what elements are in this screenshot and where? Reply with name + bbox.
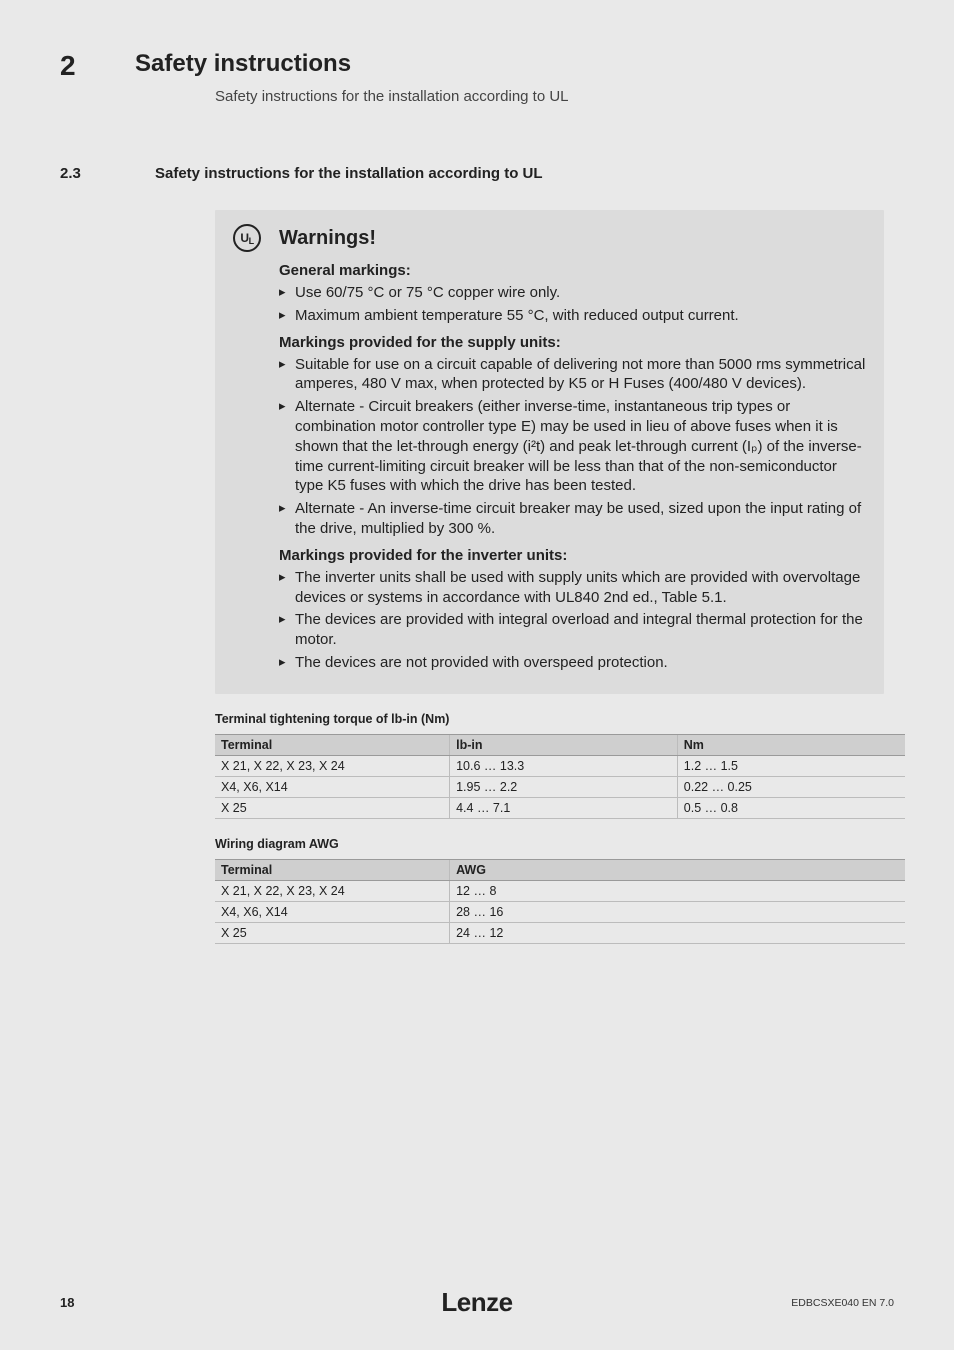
general-markings-heading: General markings: xyxy=(279,262,866,279)
list-item: The devices are provided with integral o… xyxy=(279,610,866,650)
inverter-units-heading: Markings provided for the inverter units… xyxy=(279,547,866,564)
cell: 4.4 … 7.1 xyxy=(450,797,678,818)
table-header-row: Terminal lb-in Nm xyxy=(215,734,905,755)
col-header: lb-in xyxy=(450,734,678,755)
document-id: EDBCSXE040 EN 7.0 xyxy=(791,1297,894,1309)
cell: 10.6 … 13.3 xyxy=(450,755,678,776)
supply-units-list: Suitable for use on a circuit capable of… xyxy=(279,355,866,539)
general-markings-list: Use 60/75 °C or 75 °C copper wire only. … xyxy=(279,283,866,326)
warnings-heading-row: UL Warnings! xyxy=(233,224,866,252)
list-item: The devices are not provided with oversp… xyxy=(279,653,866,673)
ul-mark-icon: UL xyxy=(233,224,261,252)
chapter-number: 2 xyxy=(60,50,80,82)
table-row: X 21, X 22, X 23, X 24 10.6 … 13.3 1.2 …… xyxy=(215,755,905,776)
cell: 0.22 … 0.25 xyxy=(677,776,905,797)
section-title: Safety instructions for the installation… xyxy=(155,165,543,182)
cell: X4, X6, X14 xyxy=(215,776,450,797)
col-header: AWG xyxy=(450,859,905,880)
list-item: Maximum ambient temperature 55 °C, with … xyxy=(279,306,866,326)
cell: X 25 xyxy=(215,797,450,818)
table-header-row: Terminal AWG xyxy=(215,859,905,880)
section-header: 2.3 Safety instructions for the installa… xyxy=(60,165,894,182)
warnings-box: UL Warnings! General markings: Use 60/75… xyxy=(215,210,884,694)
section-number: 2.3 xyxy=(60,165,95,182)
cell: 0.5 … 0.8 xyxy=(677,797,905,818)
list-item: Suitable for use on a circuit capable of… xyxy=(279,355,866,395)
list-item: Alternate - Circuit breakers (either inv… xyxy=(279,397,866,496)
warnings-title: Warnings! xyxy=(279,227,376,250)
table-row: X 21, X 22, X 23, X 24 12 … 8 xyxy=(215,880,905,901)
supply-units-heading: Markings provided for the supply units: xyxy=(279,334,866,351)
chapter-title: Safety instructions xyxy=(135,50,351,78)
page-footer: 18 Lenze EDBCSXE040 EN 7.0 xyxy=(60,1295,894,1310)
cell: X 21, X 22, X 23, X 24 xyxy=(215,880,450,901)
table-row: X 25 24 … 12 xyxy=(215,922,905,943)
col-header: Terminal xyxy=(215,859,450,880)
inverter-units-list: The inverter units shall be used with su… xyxy=(279,568,866,673)
brand-logo: Lenze xyxy=(441,1287,512,1318)
list-item: Alternate - An inverse-time circuit brea… xyxy=(279,499,866,539)
cell: X4, X6, X14 xyxy=(215,901,450,922)
cell: X 25 xyxy=(215,922,450,943)
chapter-header: 2 Safety instructions xyxy=(60,50,894,82)
chapter-subtitle: Safety instructions for the installation… xyxy=(215,88,894,105)
col-header: Terminal xyxy=(215,734,450,755)
list-item: The inverter units shall be used with su… xyxy=(279,568,866,608)
awg-table: Terminal AWG X 21, X 22, X 23, X 24 12 …… xyxy=(215,859,905,944)
table-row: X 25 4.4 … 7.1 0.5 … 0.8 xyxy=(215,797,905,818)
cell: 1.95 … 2.2 xyxy=(450,776,678,797)
page: 2 Safety instructions Safety instruction… xyxy=(0,0,954,1350)
page-number: 18 xyxy=(60,1295,74,1310)
cell: 1.2 … 1.5 xyxy=(677,755,905,776)
table2-title: Wiring diagram AWG xyxy=(215,837,894,851)
table-row: X4, X6, X14 28 … 16 xyxy=(215,901,905,922)
col-header: Nm xyxy=(677,734,905,755)
torque-table: Terminal lb-in Nm X 21, X 22, X 23, X 24… xyxy=(215,734,905,819)
cell: 24 … 12 xyxy=(450,922,905,943)
table1-title: Terminal tightening torque of lb-in (Nm) xyxy=(215,712,894,726)
cell: 28 … 16 xyxy=(450,901,905,922)
table-row: X4, X6, X14 1.95 … 2.2 0.22 … 0.25 xyxy=(215,776,905,797)
cell: 12 … 8 xyxy=(450,880,905,901)
list-item: Use 60/75 °C or 75 °C copper wire only. xyxy=(279,283,866,303)
cell: X 21, X 22, X 23, X 24 xyxy=(215,755,450,776)
